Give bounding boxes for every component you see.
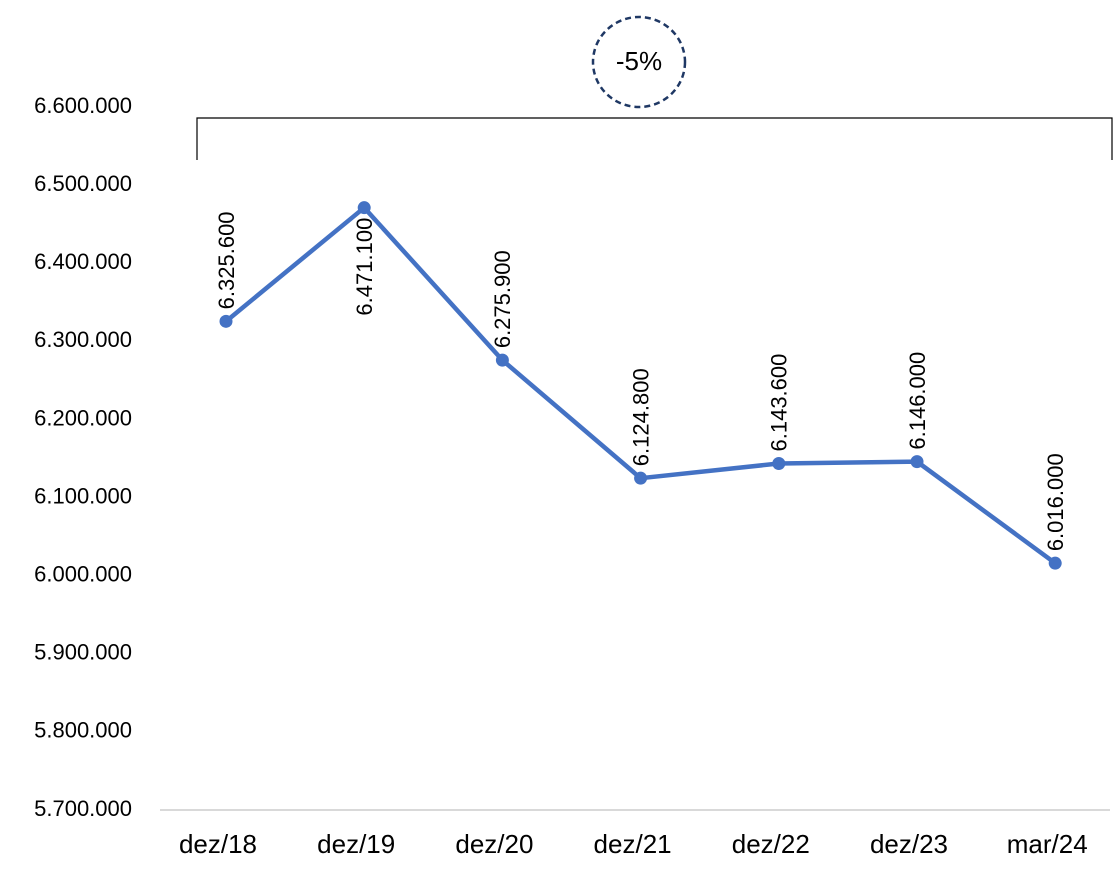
y-tick-label: 6.500.000 — [34, 171, 132, 196]
marker — [219, 314, 233, 328]
marker — [772, 456, 786, 470]
data-label: 6.016.000 — [1043, 453, 1068, 551]
marker — [357, 201, 371, 215]
x-tick-label: mar/24 — [1007, 829, 1088, 859]
y-tick-label: 6.400.000 — [34, 249, 132, 274]
y-tick-label: 6.100.000 — [34, 483, 132, 508]
bracket — [196, 117, 1113, 160]
data-label: 6.471.100 — [352, 218, 377, 316]
marker — [910, 455, 924, 469]
y-tick-label: 5.900.000 — [34, 640, 132, 665]
x-tick-label: dez/23 — [870, 829, 948, 859]
data-label: 6.143.600 — [767, 354, 792, 452]
y-tick-label: 6.600.000 — [34, 93, 132, 118]
marker — [1048, 556, 1062, 570]
marker — [495, 353, 509, 367]
marker — [634, 471, 648, 485]
y-tick-label: 6.000.000 — [34, 561, 132, 586]
x-tick-label: dez/22 — [732, 829, 810, 859]
data-label: 6.275.900 — [490, 250, 515, 348]
y-tick-label: 6.300.000 — [34, 327, 132, 352]
x-tick-label: dez/18 — [179, 829, 257, 859]
data-label: 6.325.600 — [214, 211, 239, 309]
annotation-circle — [591, 15, 687, 109]
y-tick-label: 6.200.000 — [34, 405, 132, 430]
x-tick-label: dez/21 — [594, 829, 672, 859]
data-label: 6.124.800 — [628, 368, 653, 466]
annotation: -5% — [616, 46, 662, 76]
y-tick-label: 5.800.000 — [34, 718, 132, 743]
x-tick-label: dez/19 — [317, 829, 395, 859]
y-tick-label: 5.700.000 — [34, 796, 132, 821]
data-label: 6.146.000 — [905, 352, 930, 450]
x-tick-label: dez/20 — [455, 829, 533, 859]
